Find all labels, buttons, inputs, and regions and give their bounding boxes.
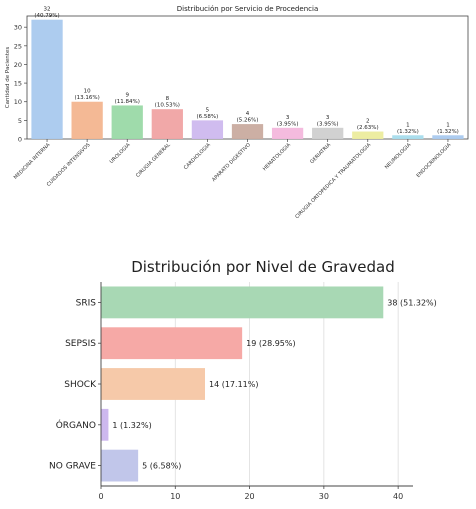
chart-title: Distribución por Servicio de Procedencia bbox=[177, 5, 319, 13]
severity-chart-svg: Distribución por Nivel de Gravedad 38 (51… bbox=[49, 258, 437, 501]
data-label: 19 (28.95%) bbox=[246, 339, 295, 348]
y-axis-label: Cantidad de Pacientes bbox=[5, 47, 11, 109]
bar bbox=[101, 327, 243, 360]
data-label: 5 (6.58%) bbox=[142, 462, 181, 471]
severity-chart: Distribución por Nivel de Gravedad 38 (51… bbox=[0, 240, 476, 505]
y-tick-label: 0 bbox=[18, 136, 22, 144]
bar bbox=[31, 19, 63, 139]
y-tick-label: SEPSIS bbox=[65, 339, 96, 349]
bar bbox=[191, 120, 224, 139]
data-label: 1 (1.32%) bbox=[397, 122, 419, 135]
x-tick-label: HEMATOLOGIA bbox=[262, 142, 293, 173]
service-chart: Distribución por Servicio de Procedencia… bbox=[0, 0, 476, 240]
y-tick-label: NO GRAVE bbox=[49, 462, 96, 472]
data-label: 2 (2.63%) bbox=[357, 119, 379, 132]
service-chart-svg: Distribución por Servicio de Procedencia… bbox=[5, 5, 469, 220]
data-label: 1 (1.32%) bbox=[437, 122, 459, 135]
data-label: 32 (40.79%) bbox=[34, 7, 59, 19]
y-tick-label: 25 bbox=[14, 42, 22, 50]
bar bbox=[352, 131, 384, 139]
data-label: 9 (11.84%) bbox=[115, 92, 140, 105]
data-label: 4 (5.26%) bbox=[237, 111, 259, 124]
data-label: 3 (3.95%) bbox=[317, 115, 339, 128]
bar bbox=[312, 127, 344, 139]
y-tick-label: 20 bbox=[14, 61, 22, 69]
y-tick-label: ÓRGANO bbox=[56, 419, 96, 431]
bar bbox=[231, 124, 264, 139]
x-tick-label: GERIATRIA bbox=[309, 142, 332, 165]
bar bbox=[392, 135, 424, 139]
bar bbox=[101, 368, 205, 400]
data-label: 14 (17.11%) bbox=[209, 380, 258, 389]
bar bbox=[271, 127, 304, 139]
y-tick-label: 30 bbox=[14, 24, 22, 32]
bar bbox=[151, 109, 183, 139]
y-tick-label: 5 bbox=[18, 117, 22, 125]
x-tick-label: UROLOGIA bbox=[109, 142, 132, 165]
bar bbox=[101, 408, 109, 441]
bar bbox=[71, 101, 103, 139]
bar bbox=[101, 449, 139, 482]
data-label: 10 (13.16%) bbox=[75, 89, 100, 102]
x-tick-label: CIRUGIA GENERAL bbox=[135, 142, 172, 179]
x-tick-label: APARATO DIGESTIVO bbox=[211, 142, 252, 183]
y-tick-label: 10 bbox=[14, 98, 22, 106]
bar bbox=[432, 135, 464, 139]
y-tick-label: SRIS bbox=[76, 298, 97, 308]
y-tick-label: 15 bbox=[14, 80, 22, 88]
bar bbox=[111, 105, 143, 139]
data-label: 3 (3.95%) bbox=[277, 115, 299, 128]
x-tick-label: 0 bbox=[98, 492, 103, 501]
x-tick-label: CIRUGIA ORTOPEDICA Y TRAUMATOLOGIA bbox=[294, 142, 372, 220]
data-label: 1 (1.32%) bbox=[112, 421, 151, 430]
bar bbox=[101, 286, 384, 319]
x-tick-label: CARDIOLOGIA bbox=[183, 142, 212, 171]
y-tick-label: SHOCK bbox=[64, 380, 97, 390]
x-tick-label: MEDICINA INTERNA bbox=[13, 142, 52, 181]
x-tick-label: ENDOCRINOLOGIA bbox=[416, 142, 453, 179]
x-tick-label: 40 bbox=[393, 492, 403, 501]
x-tick-label: 10 bbox=[170, 492, 180, 501]
x-tick-label: NEUMOLOGIA bbox=[384, 142, 413, 171]
x-tick-label: CUIDADOS INTENSIVOS bbox=[46, 142, 92, 188]
data-label: 5 (6.58%) bbox=[197, 107, 219, 120]
chart-title: Distribución por Nivel de Gravedad bbox=[131, 258, 395, 276]
x-tick-label: 30 bbox=[319, 492, 329, 501]
data-label: 38 (51.32%) bbox=[387, 298, 436, 307]
data-label: 8 (10.53%) bbox=[155, 96, 180, 109]
x-tick-label: 20 bbox=[244, 492, 254, 501]
